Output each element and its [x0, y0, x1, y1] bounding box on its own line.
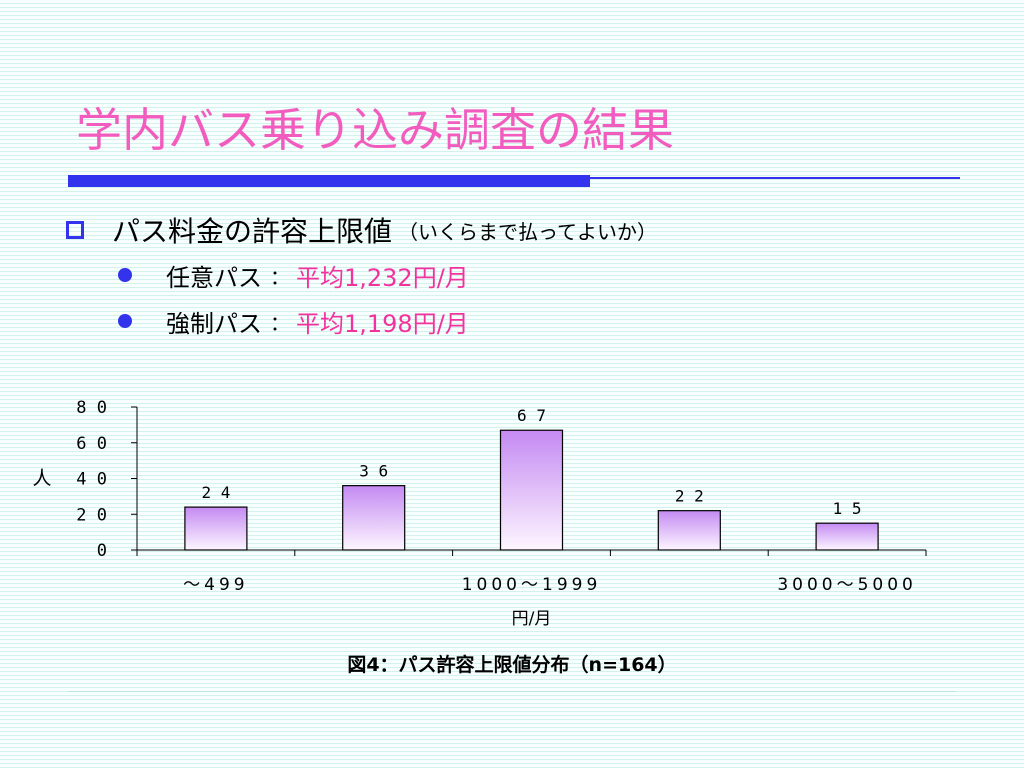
x-axis-label: 円/月 — [512, 609, 552, 629]
bar-4 — [815, 522, 879, 551]
sub-bullet-label: 任意パス — [166, 263, 262, 292]
bullet-fare-limit: パス料金の許容上限値 （いくらまで払ってよいか） — [66, 210, 657, 250]
y-tick-label: 8 0 — [76, 398, 107, 418]
bottom-divider — [68, 691, 956, 692]
x-tick-label: 1000～1999 — [462, 575, 602, 595]
bar-data-label: 2 2 — [675, 487, 704, 506]
y-axis-label: 人 — [32, 468, 51, 490]
bar-data-label: 2 4 — [201, 483, 230, 502]
bar-2 — [499, 429, 564, 551]
x-tick-label: ～499 — [183, 575, 248, 595]
x-tick-label: 3000～5000 — [777, 575, 917, 595]
y-tick-label: 2 0 — [76, 505, 107, 525]
bar-data-label: 3 6 — [359, 462, 388, 481]
sub-bullet-optional-pass: 任意パス ： 平均1,232円/月 — [118, 257, 469, 293]
bar-0 — [184, 506, 248, 551]
chart-caption: 図4：パス許容上限値分布（n=164） — [347, 654, 677, 676]
bar-data-label: 6 7 — [517, 406, 546, 425]
sub-bullet-mandatory-pass: 強制パス ： 平均1,198円/月 — [118, 303, 469, 339]
square-bullet-icon — [66, 221, 84, 239]
bullet-paren-text: （いくらまで払ってよいか） — [398, 219, 658, 244]
round-bullet-icon — [118, 314, 132, 328]
y-tick-label: 4 0 — [76, 470, 107, 490]
title-underline-thick — [68, 175, 590, 187]
sub-bullet-separator: ： — [270, 310, 290, 335]
slide-title: 学内バス乗り込み調査の結果 — [76, 103, 674, 157]
bullet-main-text: パス料金の許容上限値 — [112, 215, 393, 248]
y-tick-label: 6 0 — [76, 434, 107, 454]
bar-3 — [657, 510, 721, 551]
sub-bullet-label: 強制パス — [166, 309, 262, 338]
sub-bullet-separator: ： — [270, 264, 290, 289]
sub-bullet-value: 平均1,198円/月 — [296, 309, 469, 338]
title-underline-thin — [590, 177, 960, 179]
round-bullet-icon — [118, 268, 132, 282]
bar-chart: 0 2 0 4 0 6 0 8 0 人 2 4 ～499 3 6 6 7 1000～1999 2 2 1… — [32, 398, 927, 629]
bar-1 — [342, 485, 406, 551]
y-tick-label: 0 — [97, 541, 107, 561]
sub-bullet-value: 平均1,232円/月 — [296, 263, 469, 292]
bar-data-label: 1 5 — [833, 499, 862, 518]
